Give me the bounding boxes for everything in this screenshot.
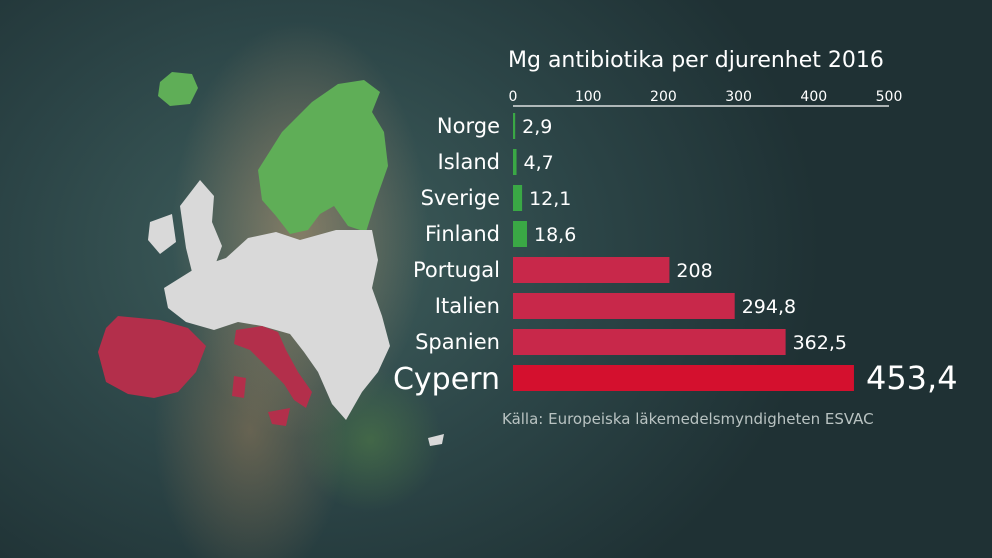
category-label-island: Island <box>438 150 500 174</box>
category-label-sverige: Sverige <box>421 186 500 210</box>
value-label-italien: 294,8 <box>742 296 796 318</box>
category-label-cypern: Cypern <box>393 362 500 397</box>
bars-group <box>513 113 854 391</box>
bar-sverige <box>513 185 523 211</box>
chart-title: Mg antibiotika per djurenhet 2016 <box>508 48 884 73</box>
bar-norge <box>513 113 516 139</box>
value-labels: 2,9 4,7 12,1 18,6 208 294,8 362,5 453,4 <box>522 116 957 397</box>
x-tick-label: 0 <box>509 89 518 105</box>
source-note: Källa: Europeiska läkemedelsmyndigheten … <box>502 410 874 428</box>
map-iceland <box>158 72 198 106</box>
x-tick-label: 100 <box>575 89 602 105</box>
value-label-portugal: 208 <box>676 260 712 282</box>
map-italy <box>232 326 312 426</box>
x-axis-ticks: 0 100 200 300 400 500 <box>509 89 903 105</box>
value-label-island: 4,7 <box>524 152 554 174</box>
category-label-portugal: Portugal <box>413 258 500 282</box>
map-british-isles <box>148 180 222 272</box>
category-label-finland: Finland <box>425 222 500 246</box>
x-tick-label: 200 <box>650 89 677 105</box>
category-label-spanien: Spanien <box>415 330 500 354</box>
value-label-norge: 2,9 <box>522 116 552 138</box>
bar-island <box>513 149 517 175</box>
category-label-norge: Norge <box>437 114 500 138</box>
bar-finland <box>513 221 527 247</box>
bar-italien <box>513 293 735 319</box>
x-tick-label: 500 <box>876 89 903 105</box>
map-iberia <box>98 316 206 398</box>
category-label-italien: Italien <box>435 294 500 318</box>
category-labels: Norge Island Sverige Finland Portugal Italien… <box>393 114 500 397</box>
value-label-cypern: 453,4 <box>866 359 958 397</box>
value-label-sverige: 12,1 <box>529 188 571 210</box>
bar-cypern <box>513 365 854 391</box>
x-tick-label: 400 <box>800 89 827 105</box>
bar-portugal <box>513 257 670 283</box>
map-continent <box>164 230 390 420</box>
bar-spanien <box>513 329 786 355</box>
map-scandinavia <box>258 80 388 234</box>
value-label-finland: 18,6 <box>534 224 576 246</box>
value-label-spanien: 362,5 <box>793 332 847 354</box>
x-tick-label: 300 <box>725 89 752 105</box>
map-cyprus <box>428 434 444 446</box>
